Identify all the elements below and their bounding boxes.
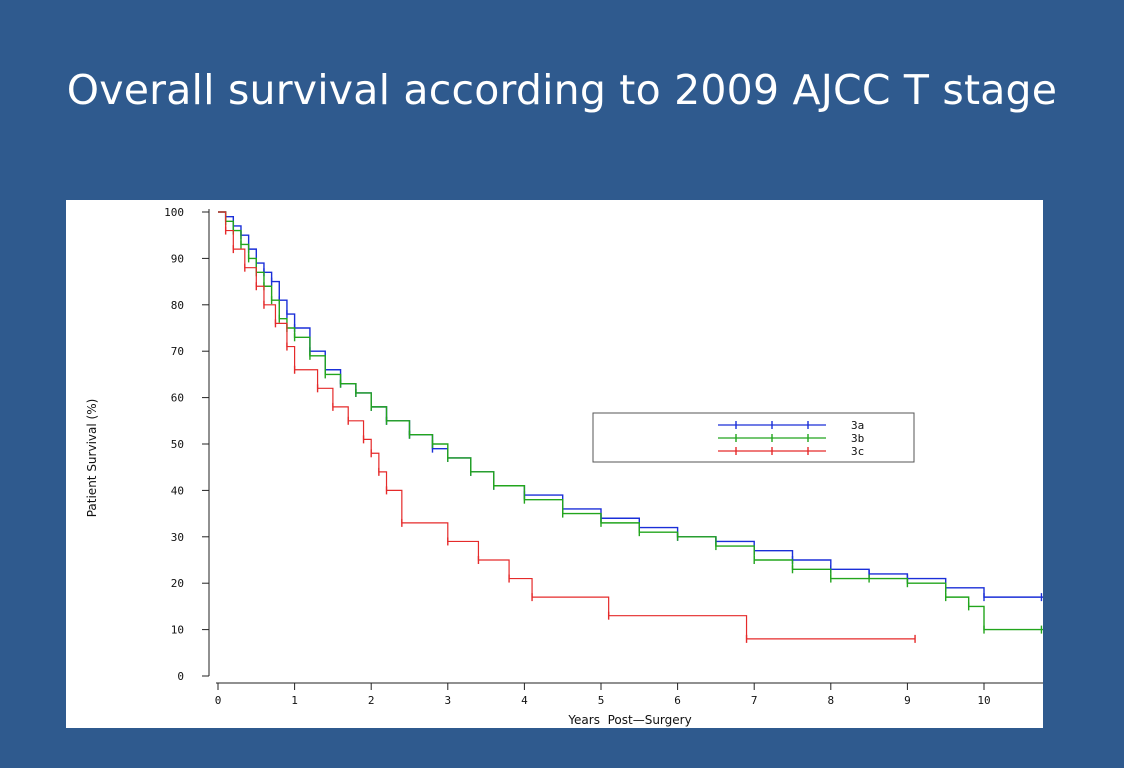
series-3c [218,211,916,643]
x-tick-label: 6 [674,694,681,707]
series-line-3b [218,211,1043,631]
x-tick-label: 2 [368,694,375,707]
survival-chart: 0 10 20 30 40 50 60 70 80 90 100 0 1 2 3 4 5 6 7 8 9 10 Pati… [85,206,1043,727]
x-axis-label: Years Post—Surgery [567,713,691,727]
legend-label-3c: 3c [851,445,864,458]
chart-panel: 0 10 20 30 40 50 60 70 80 90 100 0 1 2 3 4 5 6 7 8 9 10 Pati… [66,200,1043,728]
legend-label-3b: 3b [851,432,864,445]
legend-label-3a: 3a [851,419,864,432]
y-tick-label: 10 [171,624,184,637]
y-tick-label: 60 [171,392,184,405]
y-tick-label: 90 [171,252,184,265]
y-tick-label: 70 [171,345,184,358]
x-axis-ticks: 0 1 2 3 4 5 6 7 8 9 10 [215,683,991,707]
x-tick-label: 0 [215,694,222,707]
x-tick-label: 3 [444,694,451,707]
y-tick-label: 50 [171,438,184,451]
y-axis-ticks: 0 10 20 30 40 50 60 70 80 90 100 [164,206,209,683]
y-tick-label: 100 [164,206,184,219]
y-tick-label: 20 [171,577,184,590]
y-tick-label: 30 [171,531,184,544]
x-tick-label: 8 [827,694,834,707]
x-tick-label: 7 [751,694,758,707]
x-tick-label: 10 [977,694,990,707]
y-axis-label: Patient Survival (%) [85,399,99,518]
y-tick-label: 40 [171,484,184,497]
x-tick-label: 4 [521,694,528,707]
slide-title: Overall survival according to 2009 AJCC … [66,66,1058,114]
series-layer [218,211,1043,643]
x-tick-label: 9 [904,694,911,707]
series-line-3a [218,211,1043,598]
y-tick-label: 0 [177,670,184,683]
x-tick-label: 1 [291,694,298,707]
series-line-3c [218,211,916,640]
x-tick-label: 5 [598,694,605,707]
series-3b [218,211,1043,634]
y-tick-label: 80 [171,299,184,312]
